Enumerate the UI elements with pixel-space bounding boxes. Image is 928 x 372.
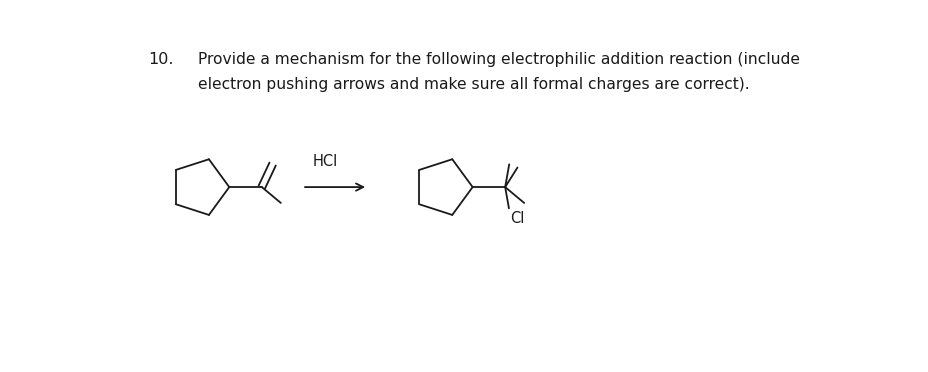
- Text: electron pushing arrows and make sure all formal charges are correct).: electron pushing arrows and make sure al…: [198, 77, 748, 92]
- Text: HCI: HCI: [313, 154, 338, 169]
- Text: Provide a mechanism for the following electrophilic addition reaction (include: Provide a mechanism for the following el…: [198, 52, 799, 67]
- Text: 10.: 10.: [148, 52, 174, 67]
- Text: CI: CI: [510, 211, 524, 226]
